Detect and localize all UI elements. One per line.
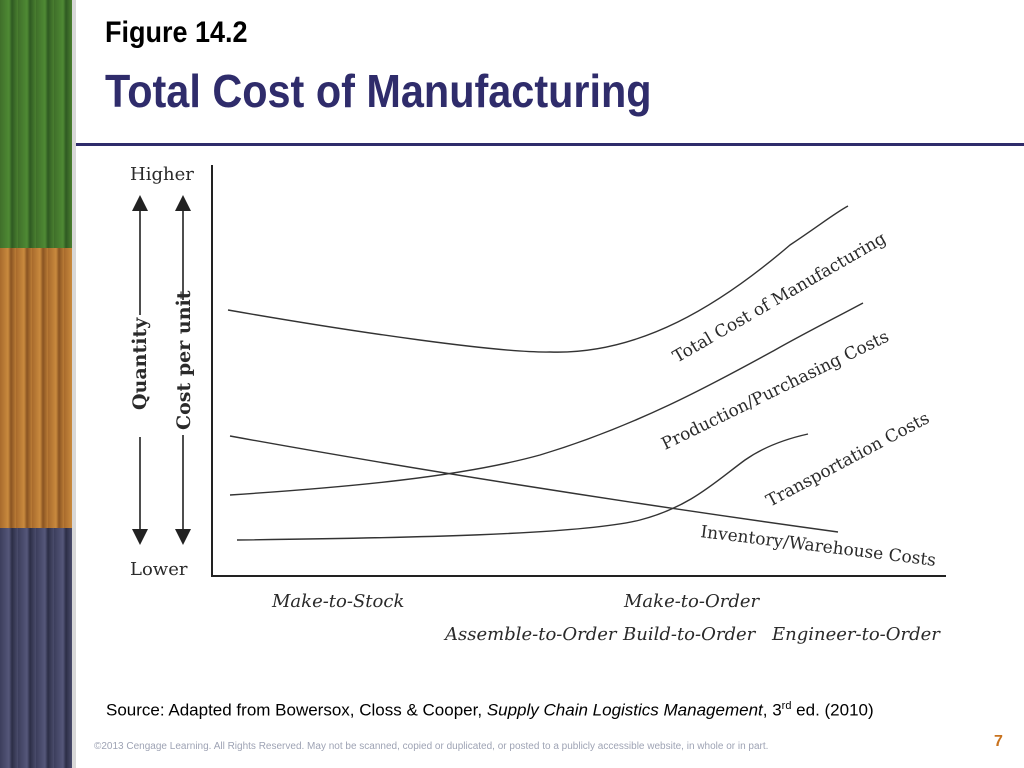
source-edition-sup: rd xyxy=(781,700,792,712)
production-cost-curve xyxy=(229,302,864,496)
inventory-cost-curve xyxy=(229,435,839,533)
cost-diagram: Higher Lower Quantity Cost per unit Tota… xyxy=(129,164,946,645)
side-photo-strip xyxy=(0,0,76,768)
build-to-order-label: Build-to-Order xyxy=(622,624,757,645)
cost-per-unit-label: Cost per unit xyxy=(173,290,195,430)
y-axis-bottom-label: Lower xyxy=(130,559,188,580)
figure-label: Figure 14.2 xyxy=(105,16,248,49)
quantity-label: Quantity xyxy=(129,317,151,410)
assemble-to-order-label: Assemble-to-Order xyxy=(443,624,618,645)
total-cost-curve xyxy=(227,205,849,353)
page-number: 7 xyxy=(994,733,1003,750)
title-divider xyxy=(76,143,1024,146)
copyright-notice: ©2013 Cengage Learning. All Rights Reser… xyxy=(94,741,769,752)
source-citation: Source: Adapted from Bowersox, Closs & C… xyxy=(106,700,874,721)
y-axis-top-label: Higher xyxy=(130,164,194,185)
make-to-stock-label: Make-to-Stock xyxy=(271,591,404,612)
axes xyxy=(211,165,946,577)
make-to-order-label: Make-to-Order xyxy=(623,591,760,612)
transportation-cost-curve xyxy=(236,433,809,541)
source-book-title: Supply Chain Logistics Management xyxy=(486,700,763,720)
page-title: Total Cost of Manufacturing xyxy=(105,65,652,117)
source-prefix: Source: Adapted from Bowersox, Closs & C… xyxy=(106,700,487,720)
source-edition: , 3 xyxy=(762,700,782,720)
transportation-cost-label: Transportation Costs xyxy=(763,408,933,511)
engineer-to-order-label: Engineer-to-Order xyxy=(771,624,941,645)
source-suffix: ed. (2010) xyxy=(791,700,874,720)
